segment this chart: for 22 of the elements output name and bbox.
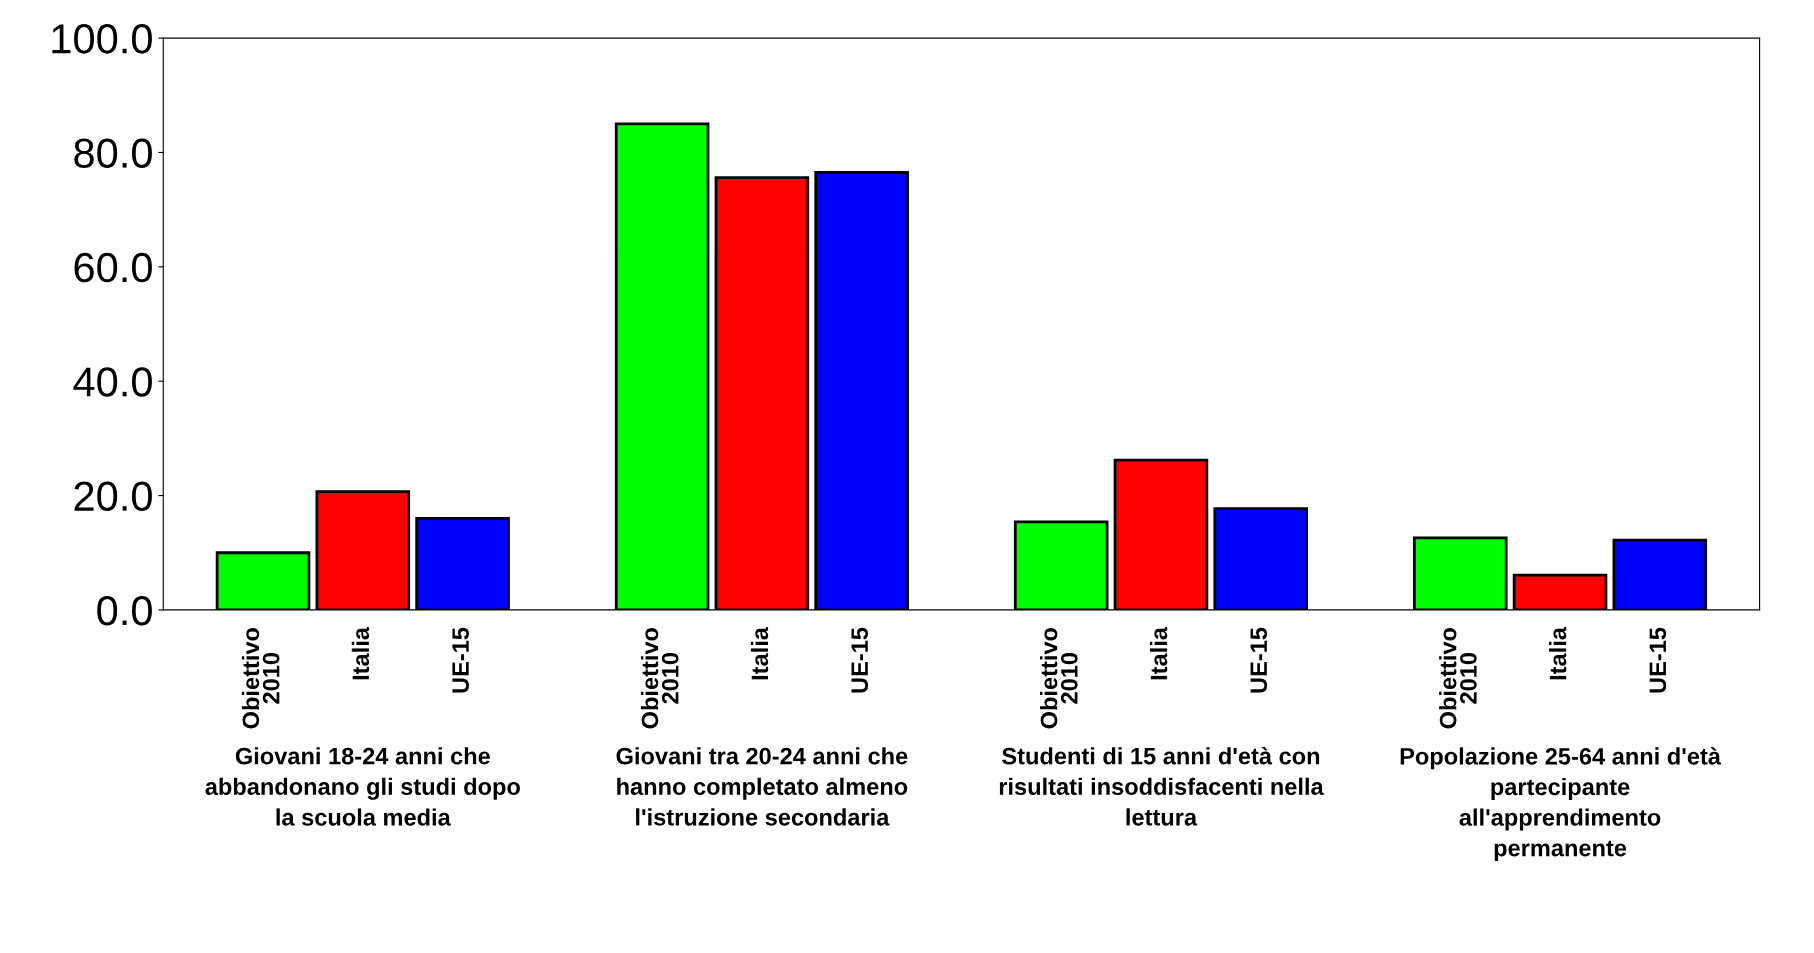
text: UE-15 bbox=[452, 627, 469, 693]
y-tick-label: 80.0 bbox=[74, 138, 152, 168]
text: UE-15 bbox=[851, 627, 868, 693]
text: Obiettivo 2010 bbox=[640, 627, 679, 729]
text: Italia bbox=[750, 626, 769, 680]
text: UE-15 bbox=[1649, 627, 1667, 693]
text: Obiettivo 2010 bbox=[241, 627, 280, 729]
text: UE-15 bbox=[1250, 627, 1268, 693]
text: Obiettivo 2010 bbox=[1040, 627, 1078, 729]
x-tick-label: Giovani 18-24 anni che abbandonano gli studi dopo la scuola media bbox=[205, 747, 520, 826]
y-tick-label: 20.0 bbox=[74, 481, 152, 512]
text: Obiettivo 2010 bbox=[1439, 627, 1477, 729]
x-tick-label: Studenti di 15 anni d'età con risultati insoddisfacenti nella lettura bbox=[999, 746, 1324, 826]
x-tick-label: Popolazione 25-64 anni d'età partecipante all'apprendimento permanente bbox=[1400, 747, 1722, 862]
x-tick-label: Giovani tra 20-24 anni che hanno completato almeno l'istruzione secondaria bbox=[616, 747, 908, 826]
y-tick-label: 0.0 bbox=[97, 595, 152, 626]
text: Italia bbox=[351, 626, 370, 680]
text: Italia bbox=[1549, 626, 1567, 680]
y-tick-label: 60.0 bbox=[74, 252, 152, 283]
y-tick-label: 40.0 bbox=[73, 367, 152, 397]
text: Italia bbox=[1149, 626, 1168, 680]
y-tick-label: 100.0 bbox=[52, 24, 152, 54]
